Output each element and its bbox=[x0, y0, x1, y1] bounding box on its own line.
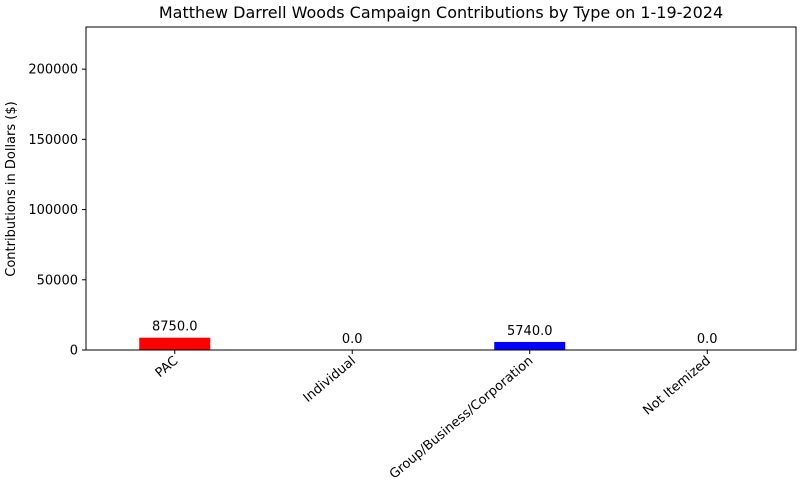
x-tick-label: Individual bbox=[301, 354, 359, 406]
y-tick-label: 0 bbox=[70, 344, 78, 359]
y-axis-label: Contributions in Dollars ($) bbox=[4, 101, 19, 276]
bar-value-label: 5740.0 bbox=[507, 324, 553, 339]
y-tick-label: 100000 bbox=[28, 203, 78, 218]
bar-value-label: 0.0 bbox=[697, 332, 718, 347]
y-tick-label: 200000 bbox=[28, 63, 78, 78]
x-tick-label: Group/Business/Corporation bbox=[387, 354, 536, 483]
plot-frame bbox=[85, 26, 797, 351]
y-tick-label: 50000 bbox=[37, 273, 78, 288]
bar-value-label: 8750.0 bbox=[152, 320, 198, 335]
chart-title: Matthew Darrell Woods Campaign Contribut… bbox=[159, 3, 723, 22]
x-tick-label: PAC bbox=[153, 354, 182, 381]
bar bbox=[139, 337, 211, 350]
bar-value-label: 0.0 bbox=[342, 332, 363, 347]
bar bbox=[494, 341, 566, 350]
y-tick-label: 150000 bbox=[28, 133, 78, 148]
plot-area: 0 50000 100000 150000 200000 8750.0 PAC 0.0 Indi… bbox=[28, 63, 717, 483]
x-tick-label: Not Itemized bbox=[640, 354, 713, 419]
